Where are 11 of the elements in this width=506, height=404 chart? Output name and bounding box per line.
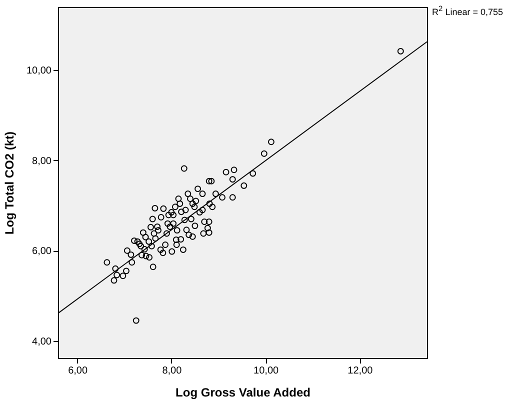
y-tick-label: 8,00 (32, 156, 52, 167)
x-tick-label: 10,00 (254, 366, 280, 376)
y-axis-title: Log Total CO2 (kt) (2, 131, 16, 235)
x-tick-label: 12,00 (348, 366, 374, 376)
y-tick-label: 6,00 (32, 246, 52, 258)
x-tick-label: 8,00 (162, 366, 182, 376)
y-tick-label: 10,00 (26, 66, 52, 77)
x-axis-title: Log Gross Value Added (176, 386, 310, 400)
text: R$^{2}$ Linear = 0,755 (432, 4, 503, 17)
y-tick-label: 4,00 (32, 336, 52, 348)
x-tick-label: 6,00 (68, 366, 88, 376)
